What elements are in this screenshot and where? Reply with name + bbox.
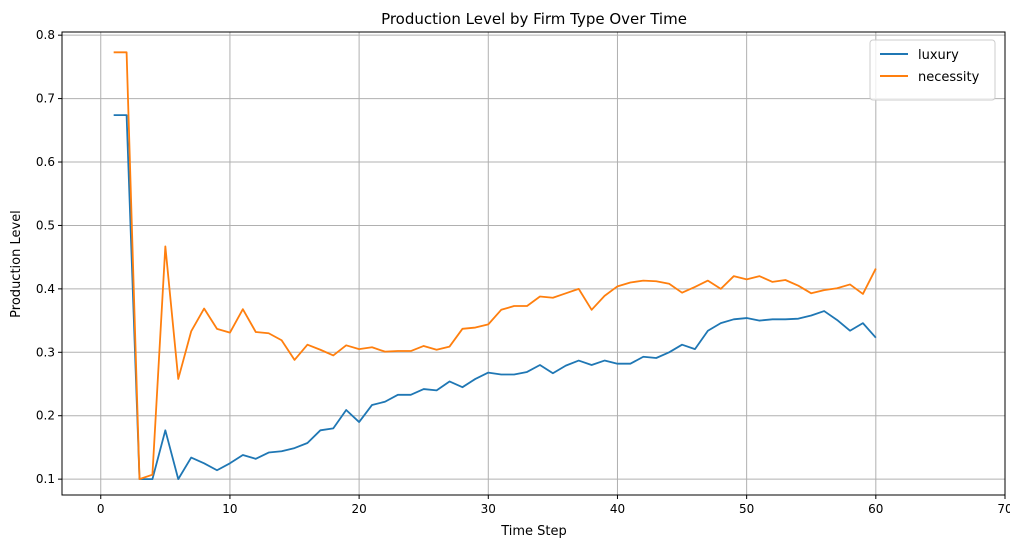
series-lines	[113, 51, 877, 481]
y-tick-label: 0.6	[36, 155, 55, 169]
x-axis-label: Time Step	[500, 524, 567, 539]
y-tick-label: 0.1	[36, 472, 55, 486]
y-axis-label: Production Level	[9, 210, 24, 318]
y-tick-label: 0.5	[36, 218, 55, 232]
plot-frame	[61, 31, 1006, 496]
legend-label-necessity: necessity	[918, 70, 980, 85]
x-axis-ticks: 0 10 20 30 40 50 60 70	[97, 495, 1010, 516]
chart-title: Production Level by Firm Type Over Time	[381, 10, 687, 28]
x-tick-label: 40	[610, 502, 625, 516]
series-line-luxury	[113, 114, 877, 481]
y-tick-label: 0.2	[36, 409, 55, 423]
legend-label-luxury: luxury	[918, 48, 959, 63]
x-tick-label: 60	[868, 502, 883, 516]
x-tick-label: 30	[481, 502, 496, 516]
grid	[62, 32, 1006, 495]
y-tick-label: 0.3	[36, 345, 55, 359]
x-tick-label: 0	[97, 502, 105, 516]
x-tick-label: 70	[997, 502, 1010, 516]
y-tick-label: 0.7	[36, 92, 55, 106]
y-axis-ticks: 0.1 0.2 0.3 0.4 0.5 0.6 0.7 0.8	[36, 28, 62, 486]
x-tick-label: 10	[222, 502, 237, 516]
x-tick-label: 20	[351, 502, 366, 516]
series-line-necessity	[113, 51, 877, 481]
x-tick-label: 50	[739, 502, 754, 516]
y-tick-label: 0.4	[36, 282, 55, 296]
y-tick-label: 0.8	[36, 28, 55, 42]
legend: luxury necessity	[869, 39, 996, 101]
